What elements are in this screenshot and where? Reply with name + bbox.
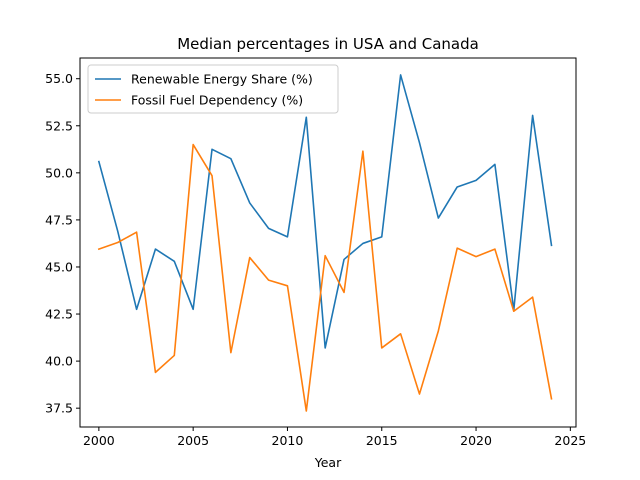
series-line-2 — [97, 143, 553, 412]
chart-title: Median percentages in USA and Canada — [177, 35, 479, 53]
y-tick-label: 42.5 — [45, 307, 73, 322]
legend-label-2: Fossil Fuel Dependency (%) — [131, 93, 303, 108]
x-axis-label: Year — [314, 455, 342, 470]
x-tick-label: 2015 — [366, 433, 398, 448]
x-tick-label: 2010 — [272, 433, 304, 448]
series-lines — [97, 74, 553, 412]
x-tick-label: 2000 — [83, 433, 115, 448]
y-tick-label: 47.5 — [45, 212, 73, 227]
x-tick-label: 2025 — [554, 433, 586, 448]
x-tick-label: 2005 — [177, 433, 209, 448]
legend-label-1: Renewable Energy Share (%) — [131, 72, 313, 87]
x-tick-label: 2020 — [460, 433, 492, 448]
x-axis-ticks: 2000 2005 2010 2015 2020 2025 — [83, 427, 586, 448]
y-tick-label: 50.0 — [45, 165, 73, 180]
legend-box — [87, 64, 339, 114]
y-tick-label: 37.5 — [45, 401, 73, 416]
y-axis-ticks: 37.5 40.0 42.5 45.0 47.5 50.0 52.5 55.0 — [45, 71, 80, 416]
y-tick-label: 40.0 — [45, 354, 73, 369]
y-tick-label: 52.5 — [45, 118, 73, 133]
plot-area-frame — [79, 57, 577, 428]
y-tick-label: 45.0 — [45, 259, 73, 274]
series-line-1 — [97, 74, 553, 349]
y-tick-label: 55.0 — [45, 71, 73, 86]
legend: Renewable Energy Share (%) Fossil Fuel De… — [87, 64, 339, 114]
